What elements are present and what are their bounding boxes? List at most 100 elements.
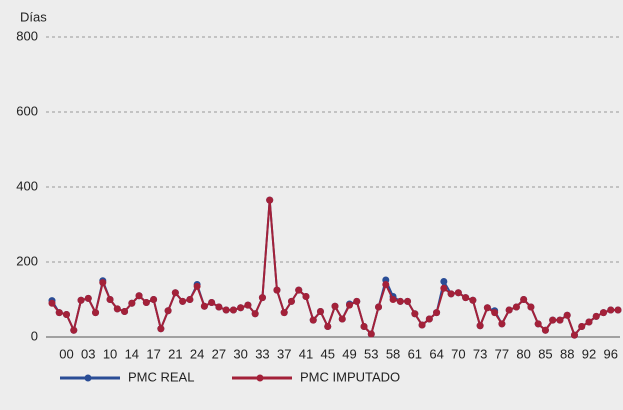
point	[280, 309, 288, 317]
y-tick-label: 0	[31, 328, 38, 343]
point	[346, 301, 354, 309]
x-tick-label: 37	[277, 346, 291, 361]
x-tick-label: 33	[255, 346, 269, 361]
point	[549, 316, 557, 324]
point	[418, 321, 426, 329]
point	[309, 316, 317, 324]
point	[55, 309, 63, 317]
point	[251, 310, 259, 318]
y-tick-label: 200	[16, 253, 38, 268]
point	[208, 299, 216, 306]
point	[556, 316, 564, 324]
point	[244, 301, 252, 309]
point	[200, 302, 208, 310]
x-tick-label: 17	[146, 346, 160, 361]
legend-marker	[84, 374, 92, 382]
point	[483, 304, 491, 312]
x-tick-label: 27	[212, 346, 226, 361]
point	[215, 303, 223, 311]
point	[599, 309, 607, 317]
point	[99, 279, 107, 287]
point	[258, 294, 266, 302]
x-tick-label: 41	[299, 346, 313, 361]
point	[520, 296, 528, 303]
legend-label: PMC IMPUTADO	[300, 369, 400, 384]
point	[440, 278, 448, 285]
point	[331, 302, 339, 310]
point	[454, 289, 462, 297]
point	[92, 309, 100, 317]
point	[578, 323, 586, 330]
point	[505, 306, 513, 314]
y-tick-label: 400	[16, 178, 38, 193]
point	[440, 284, 448, 292]
point	[164, 307, 172, 315]
y-tick-label: 600	[16, 103, 38, 118]
point	[128, 299, 136, 307]
point	[121, 308, 129, 315]
x-tick-label: 77	[495, 346, 509, 361]
point	[491, 309, 499, 317]
point	[157, 325, 165, 333]
point	[77, 296, 85, 304]
point	[433, 309, 441, 317]
point	[585, 318, 593, 326]
x-tick-label: 73	[473, 346, 487, 361]
y-axis-label: Días	[20, 9, 47, 24]
point	[302, 293, 310, 300]
x-tick-label: 85	[538, 346, 552, 361]
x-tick-label: 00	[59, 346, 73, 361]
point	[338, 315, 346, 323]
point	[266, 196, 274, 204]
point	[113, 305, 121, 313]
series-line	[51, 200, 618, 338]
point	[135, 292, 143, 300]
point	[360, 323, 368, 330]
legend-marker	[256, 374, 264, 382]
x-tick-label: 61	[408, 346, 422, 361]
point	[382, 281, 390, 288]
point	[150, 296, 158, 303]
y-tick-label: 800	[16, 28, 38, 43]
point	[447, 290, 455, 298]
point	[48, 299, 56, 307]
point	[316, 308, 324, 315]
point	[273, 286, 281, 294]
x-tick-label: 21	[168, 346, 182, 361]
point	[411, 310, 419, 318]
point	[287, 297, 295, 305]
x-tick-label: 03	[81, 346, 95, 361]
point	[353, 297, 361, 305]
x-tick-label: 49	[342, 346, 356, 361]
point	[570, 331, 578, 339]
point	[63, 311, 71, 318]
x-tick-label: 64	[429, 346, 443, 361]
point	[563, 311, 571, 319]
x-tick-label: 45	[321, 346, 335, 361]
x-tick-label: 58	[386, 346, 400, 361]
point	[222, 306, 230, 314]
point	[237, 304, 245, 312]
x-tick-label: 96	[604, 346, 618, 361]
x-tick-label: 80	[516, 346, 530, 361]
point	[462, 294, 470, 302]
point	[512, 303, 520, 311]
point	[534, 320, 542, 328]
x-tick-label: 53	[364, 346, 378, 361]
point	[527, 303, 535, 311]
point	[186, 296, 194, 303]
x-tick-label: 24	[190, 346, 204, 361]
point	[389, 296, 397, 303]
point	[179, 297, 187, 305]
series-line	[51, 200, 618, 338]
point	[425, 315, 433, 323]
point	[142, 299, 150, 306]
point	[396, 297, 404, 305]
x-tick-label: 92	[582, 346, 596, 361]
point	[541, 326, 549, 334]
point	[193, 282, 201, 290]
point	[469, 296, 477, 304]
point	[295, 286, 303, 294]
point	[324, 323, 332, 330]
